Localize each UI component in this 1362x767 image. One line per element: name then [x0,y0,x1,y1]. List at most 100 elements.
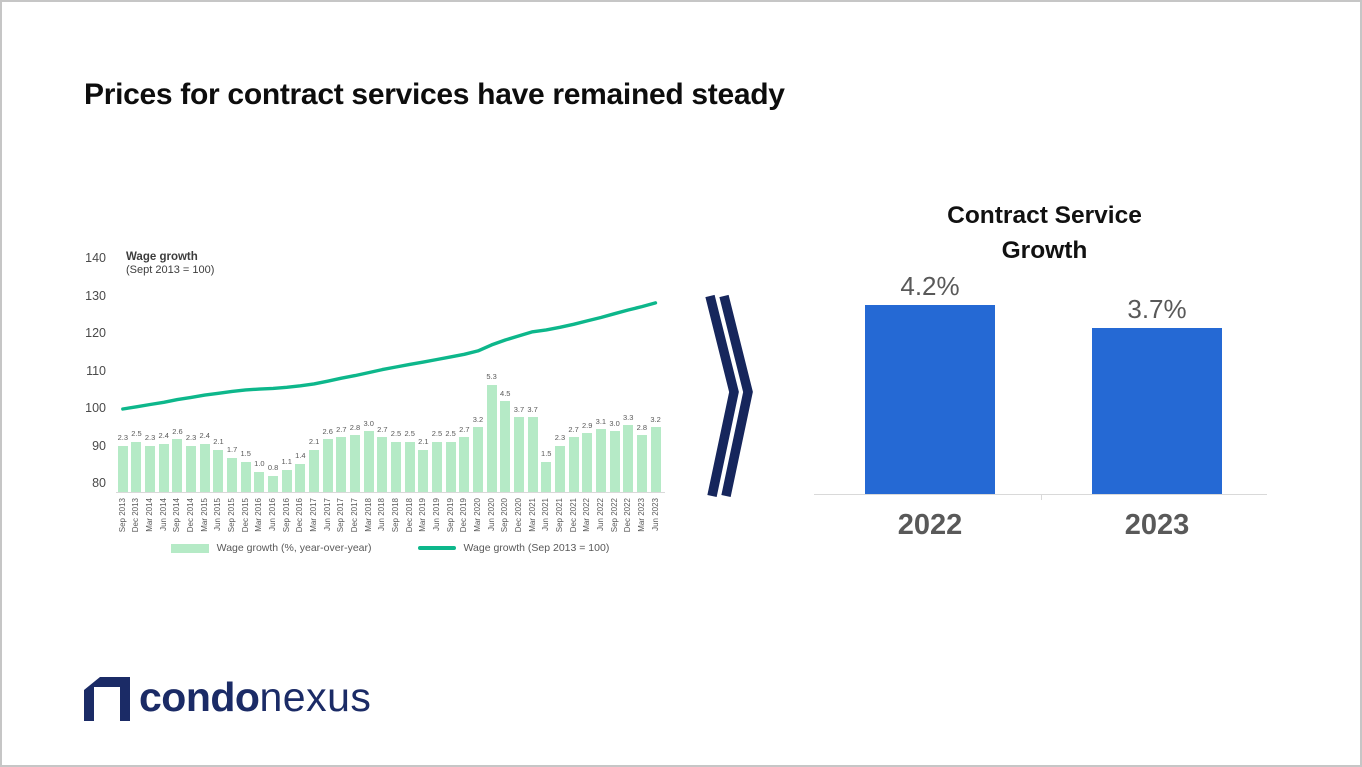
wage-y-tick: 140 [85,251,106,265]
wage-bar-label: 2.5 [404,429,415,438]
wage-bar [240,461,251,492]
wage-bar [554,445,565,492]
wage-bar-label: 1.0 [254,459,265,469]
wage-bar-label: 2.7 [568,424,579,434]
wage-bar-label: 2.3 [117,433,129,443]
wage-bar [172,439,183,492]
wage-bar [527,417,538,492]
line-swatch-icon [417,546,456,550]
wage-bar-label: 2.4 [158,431,169,441]
growth-bar [1092,327,1222,494]
wage-bar-label: 0.8 [267,463,279,473]
legend-item-line: Wage growth (Sep 2013 = 100) [417,542,610,554]
wage-bar-label: 2.8 [636,422,648,432]
wage-bar-label: 3.0 [609,418,620,428]
wage-bar-label: 2.3 [554,433,566,443]
wage-bar [582,433,593,492]
wage-bar-label: 1.4 [295,451,306,461]
wage-bar-label: 4.5 [500,388,511,398]
wage-bar [568,437,579,492]
wage-y-axis: 140 130 120 110 100 90 80 [68,242,106,497]
wage-bar-label: 2.7 [377,424,388,434]
wage-bar [227,457,238,492]
legend-label-line: Wage growth (Sep 2013 = 100) [463,542,610,554]
wage-bar [418,449,429,492]
wage-bar [500,401,511,492]
wage-bar-label: 1.5 [541,449,552,459]
wage-bar-label: 3.2 [472,414,484,424]
growth-plot: 4.2% 3.7% [812,197,1270,494]
wage-bar [650,427,661,492]
wage-bar-label: 2.8 [349,422,361,432]
wage-bar [541,461,552,492]
wage-bar-label: 1.5 [240,449,251,459]
wage-chart-header-subtitle: (Sept 2013 = 100) [126,264,215,277]
wage-y-tick: 90 [92,438,106,453]
growth-bar-value: 3.7% [1127,293,1187,324]
wage-chart-header-title: Wage growth [126,251,198,263]
wage-bar-label: 2.3 [144,433,156,443]
slide-title: Prices for contract services have remain… [84,78,785,111]
wage-bar-label: 1.7 [226,445,238,455]
growth-chart: Contract Service Growth 4.2% 3.7% 2022 202… [812,197,1272,567]
wage-bar [295,463,306,492]
legend-item-bars: Wage growth (%, year-over-year) [170,542,372,554]
wage-bar [336,437,347,492]
wage-bar-label: 3.3 [623,412,634,422]
wage-index-line [121,301,658,411]
wage-bar-label: 3.7 [527,404,538,414]
wage-bar-label: 2.7 [336,424,347,434]
wage-bar [281,469,292,492]
logo-text-nexus: nexus [259,674,372,720]
wage-bar-label: 3.2 [650,414,661,424]
growth-year-label: 2023 [1124,509,1190,541]
wage-y-tick: 120 [85,326,106,340]
logo-text-condo: condo [139,674,260,720]
bar-swatch-icon [170,543,209,553]
wage-bar [377,437,388,492]
wage-bar [445,441,456,492]
wage-bar [199,443,210,492]
wage-bar [158,443,169,492]
growth-bar-value: 4.2% [900,271,960,301]
wage-y-tick: 100 [85,401,106,415]
wage-bar-label: 2.1 [418,437,429,447]
wage-bar [472,427,483,492]
wage-bar [513,417,524,492]
wage-bar [268,475,279,492]
wage-bar [254,471,265,492]
wage-bar [145,445,156,492]
wage-bar-label: 2.5 [131,429,142,438]
wage-y-tick: 80 [92,476,106,490]
wage-chart-header: Wage growth (Sept 2013 = 100) [126,250,214,278]
wage-bar [350,435,361,492]
wage-bar [309,449,320,492]
growth-x-axis: 2022 2023 [812,509,1270,549]
wage-bar-label: 2.3 [185,433,197,443]
wage-bar [117,445,128,492]
wage-bar-label: 2.5 [445,429,456,438]
wage-bar-label: 3.0 [363,418,374,428]
growth-chart-title: Contract Service Growth [947,202,1142,264]
wage-bar [636,435,647,492]
wage-bar-label: 2.1 [308,437,320,447]
wage-bar [404,441,415,492]
wage-bar [322,439,333,492]
growth-year-label: 2022 [897,509,963,541]
logo: condonexus [84,671,371,721]
wage-bar [623,425,634,492]
logo-text: condonexus [139,673,371,721]
wage-bar [459,437,470,492]
wage-legend: Wage growth (%, year-over-year) Wage gro… [116,542,664,554]
wage-bar [486,384,497,492]
growth-axis-tick [1041,494,1042,500]
wage-bar-label: 3.7 [513,404,525,414]
wage-bar [131,441,142,492]
wage-bar-label: 1.1 [281,457,292,467]
wage-y-tick: 130 [85,288,106,303]
wage-bar-label: 5.3 [486,372,497,382]
wage-bar-label: 2.6 [322,426,333,436]
wage-bar-label: 2.7 [459,424,470,434]
wage-bar-label: 2.5 [390,429,402,438]
